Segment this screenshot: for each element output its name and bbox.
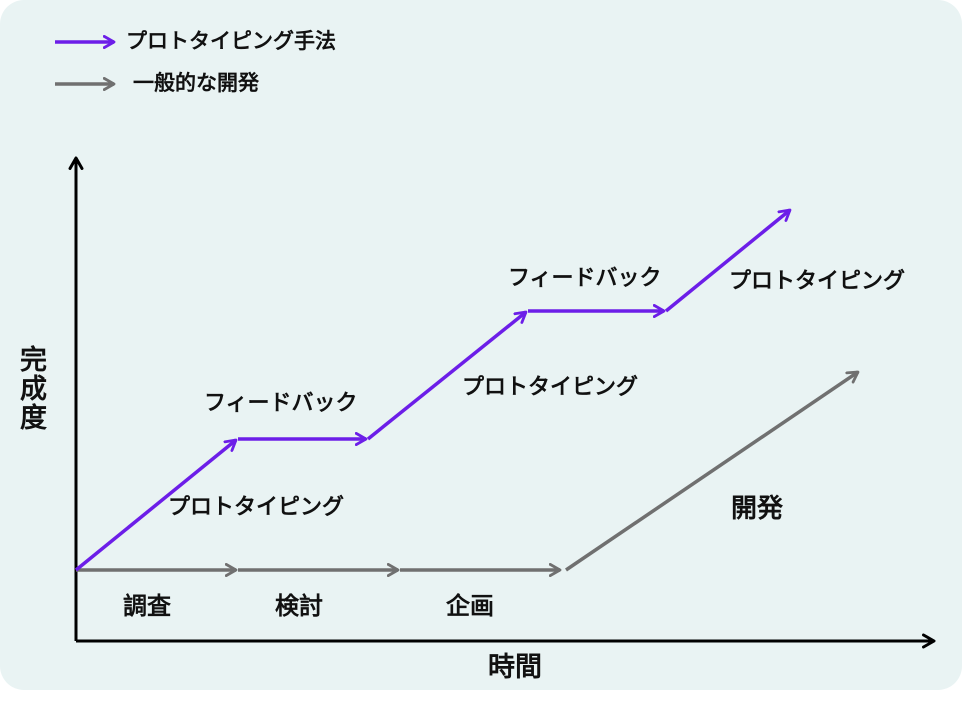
proto-label-prototyping-3: プロトタイピング [729, 269, 906, 294]
general-segment-development [565, 370, 860, 572]
general-stage-development: 開発 [731, 494, 784, 524]
proto-label-feedback-2: フィードバック [508, 266, 662, 291]
x-axis-label: 時間 [488, 652, 542, 683]
proto-segment-1 [74, 438, 238, 572]
general-stage-research: 調査 [123, 592, 171, 620]
proto-label-prototyping-1: プロトタイピング [168, 495, 345, 520]
proto-label-feedback-1: フィードバック [204, 391, 358, 416]
legend-prototyping-label: プロトタイピング手法 [126, 29, 336, 53]
proto-segment-3 [366, 310, 528, 441]
general-stage-review: 検討 [275, 592, 323, 620]
legend-general-label: 一般的な開発 [133, 71, 259, 95]
y-axis-label: 完成度 [15, 345, 46, 432]
proto-label-prototyping-2: プロトタイピング [462, 375, 639, 400]
proto-segment-5 [664, 208, 792, 313]
general-stage-planning: 企画 [446, 592, 494, 620]
